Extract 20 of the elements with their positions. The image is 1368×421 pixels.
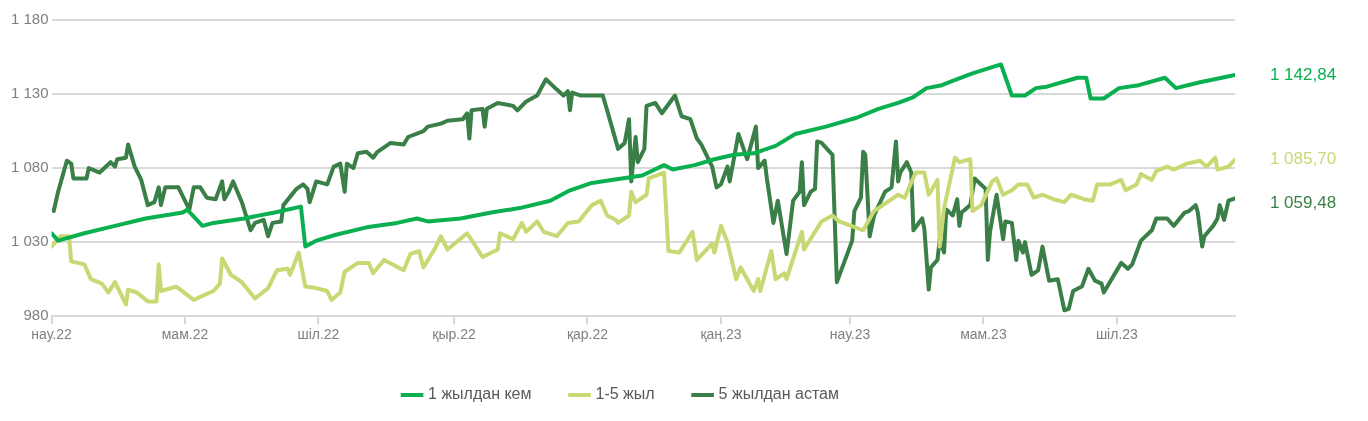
x-tick-label: шіл.23 (1095, 326, 1139, 343)
y-tick-label: 1 130 (10, 84, 49, 102)
annotation: 1 059,48 (1269, 193, 1337, 213)
x-tick-label: нау.22 (31, 326, 72, 343)
annotation: 1 142,84 (1269, 64, 1337, 84)
x-tick-label: мам.23 (960, 326, 1007, 343)
y-tick-label: 1 180 (10, 10, 49, 28)
x-tick-label: нау.23 (829, 326, 871, 343)
legend-label: 1 жылдан кем (428, 385, 532, 403)
y-tick-label: 980 (23, 306, 49, 324)
legend-label: 1-5 жыл (595, 385, 655, 403)
annotation: 1 085,70 (1269, 149, 1337, 169)
x-tick-label: шіл.22 (297, 326, 340, 343)
x-tick-label: қыр.22 (432, 326, 476, 343)
x-tick-label: қаң.23 (700, 326, 742, 343)
legend-label: 5 жылдан астам (718, 385, 839, 403)
y-tick-label: 1 080 (10, 158, 49, 176)
x-tick-label: мам.22 (161, 326, 209, 343)
x-tick-label: қар.22 (566, 326, 609, 343)
y-tick-label: 1 030 (10, 232, 49, 250)
